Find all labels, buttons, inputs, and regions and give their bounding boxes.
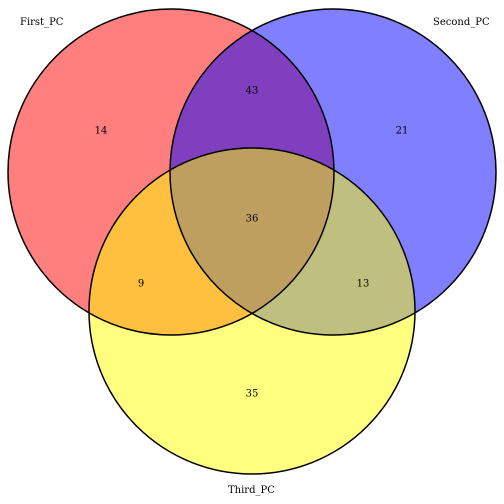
second-set-outline xyxy=(169,8,497,336)
second-only-count: 21 xyxy=(396,126,409,137)
second-set-label: Second_PC xyxy=(433,17,490,28)
second-third-count: 13 xyxy=(357,279,370,290)
first-second-count: 43 xyxy=(246,86,259,97)
first-set-outline xyxy=(7,8,335,336)
all-three-count: 36 xyxy=(246,214,259,225)
third-only-count: 35 xyxy=(246,389,259,400)
first-set-label: First_PC xyxy=(20,17,64,28)
third-set-outline xyxy=(88,147,416,475)
first-only-count: 14 xyxy=(95,126,108,137)
first-third-count: 9 xyxy=(138,279,144,290)
third-set-circle xyxy=(89,148,415,474)
third-set-label: Third_PC xyxy=(228,485,275,496)
